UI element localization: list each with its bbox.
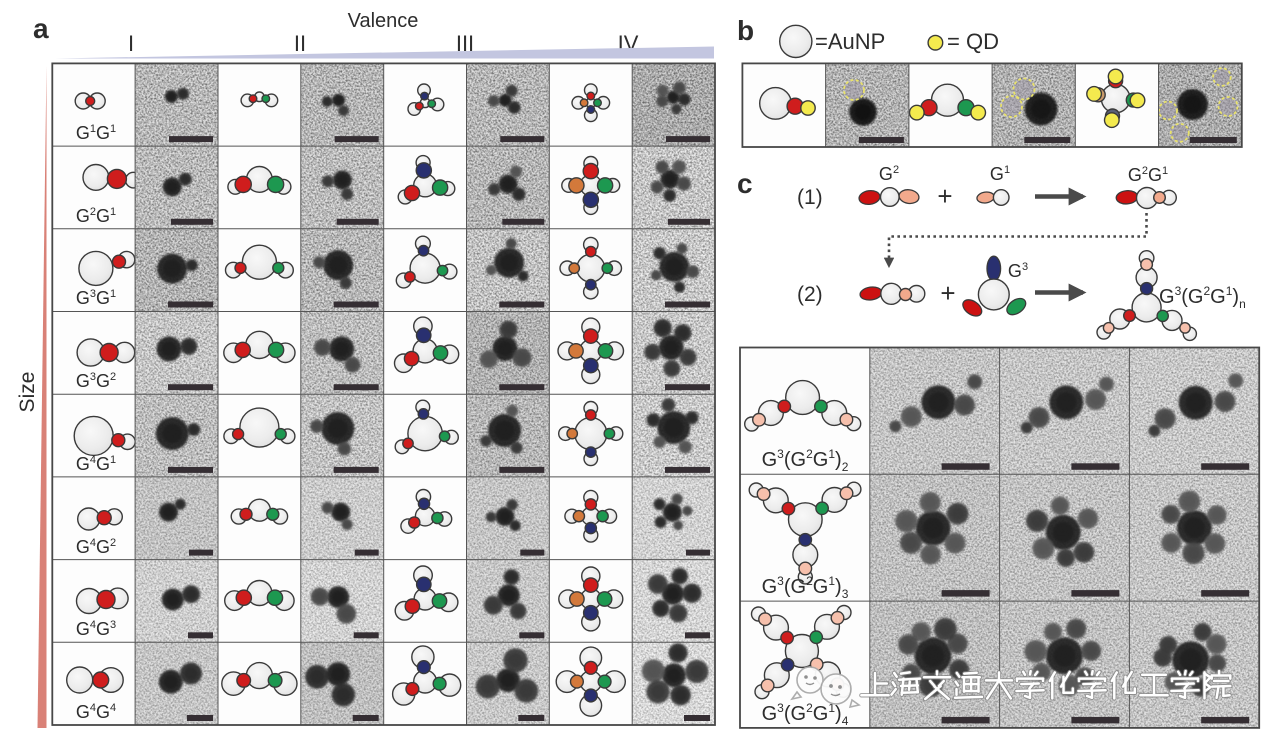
svg-text:G3G2: G3G2	[76, 371, 116, 391]
svg-text:G3(G2G1)4: G3(G2G1)4	[762, 701, 849, 728]
svg-text:G4G3: G4G3	[76, 619, 116, 639]
svg-text:a: a	[33, 13, 49, 44]
svg-text:G2G1: G2G1	[1128, 165, 1168, 185]
svg-text:G2G1: G2G1	[76, 206, 116, 226]
svg-text:(1): (1)	[797, 186, 823, 209]
svg-text:I: I	[128, 31, 134, 56]
svg-text:G4G2: G4G2	[76, 537, 116, 557]
svg-text:II: II	[294, 31, 306, 56]
svg-text:c: c	[737, 168, 753, 199]
svg-text:=AuNP: =AuNP	[815, 29, 885, 54]
svg-text:G3G1: G3G1	[76, 288, 116, 308]
svg-text:+: +	[940, 278, 955, 308]
svg-text:G4G4: G4G4	[76, 702, 116, 722]
svg-text:Valence: Valence	[348, 10, 419, 32]
svg-text:G3(G2G1)n: G3(G2G1)n	[1159, 284, 1246, 311]
svg-text:b: b	[737, 15, 754, 46]
svg-text:G1G1: G1G1	[76, 123, 116, 143]
svg-text:+: +	[937, 181, 952, 211]
svg-text:G4G1: G4G1	[76, 454, 116, 474]
svg-text:III: III	[456, 31, 474, 56]
svg-text:Size: Size	[16, 372, 39, 413]
svg-text:= QD: = QD	[947, 29, 999, 54]
svg-text:G3(G2G1)3: G3(G2G1)3	[762, 574, 849, 601]
svg-text:(2): (2)	[797, 283, 823, 306]
svg-text:G3(G2G1)2: G3(G2G1)2	[762, 447, 849, 474]
